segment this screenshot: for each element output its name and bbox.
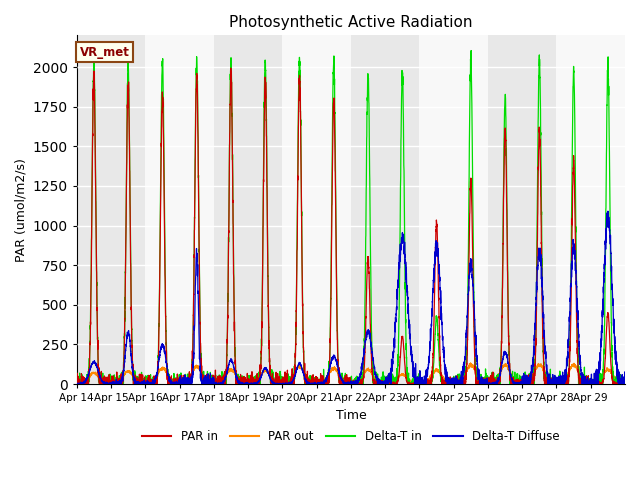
Text: VR_met: VR_met: [79, 46, 129, 59]
PAR out: [502, 363, 509, 369]
PAR in: [371, 379, 379, 384]
Bar: [248, 36, 282, 384]
Bar: [111, 36, 145, 384]
PAR in: [543, 379, 550, 385]
Delta-T in: [74, 381, 81, 387]
Bar: [77, 36, 111, 384]
Delta-T in: [467, 48, 475, 53]
PAR out: [467, 360, 474, 366]
PAR in: [73, 381, 81, 387]
Delta-T Diffuse: [621, 381, 629, 387]
PAR in: [187, 379, 195, 385]
Y-axis label: PAR (umol/m2/s): PAR (umol/m2/s): [14, 158, 27, 262]
Delta-T Diffuse: [73, 381, 81, 387]
PAR in: [502, 130, 509, 136]
PAR out: [621, 381, 629, 386]
Delta-T in: [543, 381, 550, 387]
Delta-T in: [73, 372, 81, 378]
Line: PAR out: PAR out: [77, 363, 625, 384]
Bar: [145, 36, 180, 384]
Delta-T in: [371, 378, 379, 384]
Delta-T in: [529, 380, 536, 385]
Delta-T in: [401, 240, 408, 245]
PAR out: [371, 377, 379, 383]
PAR out: [529, 375, 536, 381]
PAR out: [73, 381, 81, 387]
Delta-T in: [621, 380, 629, 385]
Bar: [556, 36, 591, 384]
Delta-T in: [187, 379, 195, 384]
Delta-T in: [502, 93, 509, 99]
X-axis label: Time: Time: [335, 408, 366, 421]
Delta-T Diffuse: [543, 365, 550, 371]
Bar: [454, 36, 488, 384]
Delta-T Diffuse: [371, 370, 379, 375]
Line: Delta-T in: Delta-T in: [77, 50, 625, 384]
Bar: [317, 36, 351, 384]
Legend: PAR in, PAR out, Delta-T in, Delta-T Diffuse: PAR in, PAR out, Delta-T in, Delta-T Dif…: [137, 425, 564, 448]
Delta-T Diffuse: [529, 367, 536, 373]
PAR in: [227, 65, 235, 71]
Bar: [591, 36, 625, 384]
Bar: [522, 36, 556, 384]
Delta-T Diffuse: [73, 381, 81, 387]
Bar: [385, 36, 419, 384]
PAR in: [621, 381, 629, 386]
PAR in: [529, 378, 536, 384]
PAR in: [401, 361, 408, 367]
PAR out: [401, 372, 408, 378]
Line: Delta-T Diffuse: Delta-T Diffuse: [77, 211, 625, 384]
Delta-T Diffuse: [401, 240, 408, 245]
PAR out: [187, 373, 195, 379]
Bar: [351, 36, 385, 384]
Delta-T Diffuse: [187, 381, 195, 387]
Bar: [488, 36, 522, 384]
PAR in: [73, 378, 81, 384]
Line: PAR in: PAR in: [77, 68, 625, 384]
Delta-T Diffuse: [502, 349, 509, 355]
Bar: [214, 36, 248, 384]
Title: Photosynthetic Active Radiation: Photosynthetic Active Radiation: [229, 15, 473, 30]
Bar: [282, 36, 317, 384]
Bar: [419, 36, 454, 384]
Bar: [180, 36, 214, 384]
PAR out: [543, 373, 550, 379]
Delta-T Diffuse: [604, 208, 612, 214]
